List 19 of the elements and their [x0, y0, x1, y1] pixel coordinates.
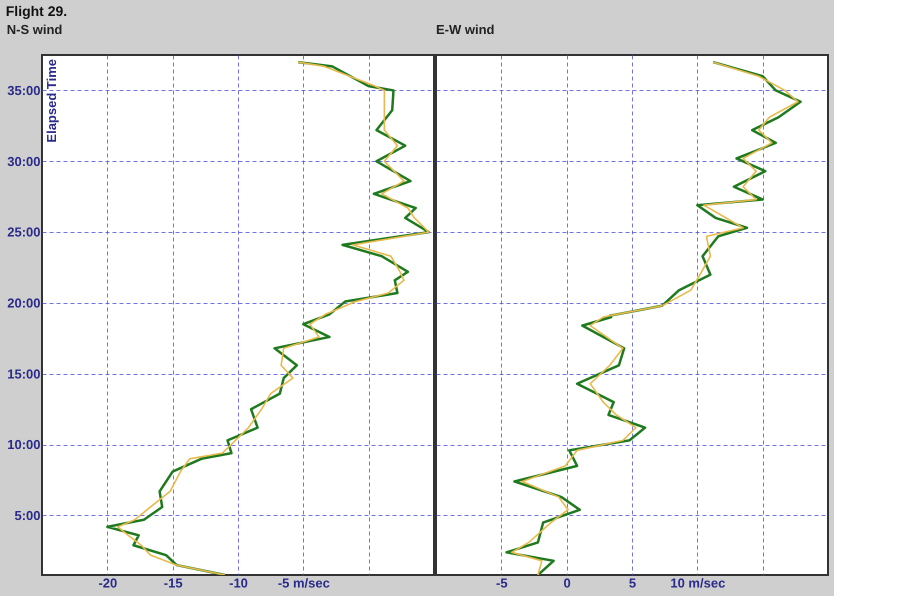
chart-title: N-S wind: [6, 22, 62, 37]
y-tick-label: 15:00: [7, 366, 40, 382]
x-tick-label: -20: [98, 576, 118, 590]
y-tick-label: 30:00: [7, 154, 40, 169]
y-tick-label: 25:00: [7, 224, 40, 240]
x-tick-label: -10: [229, 576, 248, 590]
x-tick-label: -5 m/sec: [278, 576, 330, 590]
y-tick-label: 10:00: [7, 437, 40, 452]
y-tick-label: 5:00: [14, 508, 40, 523]
x-tick-label: -15: [164, 576, 183, 590]
text: Flight 29.: [6, 3, 68, 19]
x-tick-label: 0: [564, 576, 571, 590]
x-tick-label: -5: [496, 576, 508, 590]
y-tick-label: 35:00: [7, 82, 40, 98]
x-tick-label: 10 m/sec: [670, 576, 726, 590]
chart-title: E-W wind: [436, 22, 495, 37]
y-tick-label: 20:00: [7, 295, 40, 310]
x-tick-label: 5: [628, 576, 636, 590]
y-axis-title: Elapsed Time: [44, 59, 59, 143]
